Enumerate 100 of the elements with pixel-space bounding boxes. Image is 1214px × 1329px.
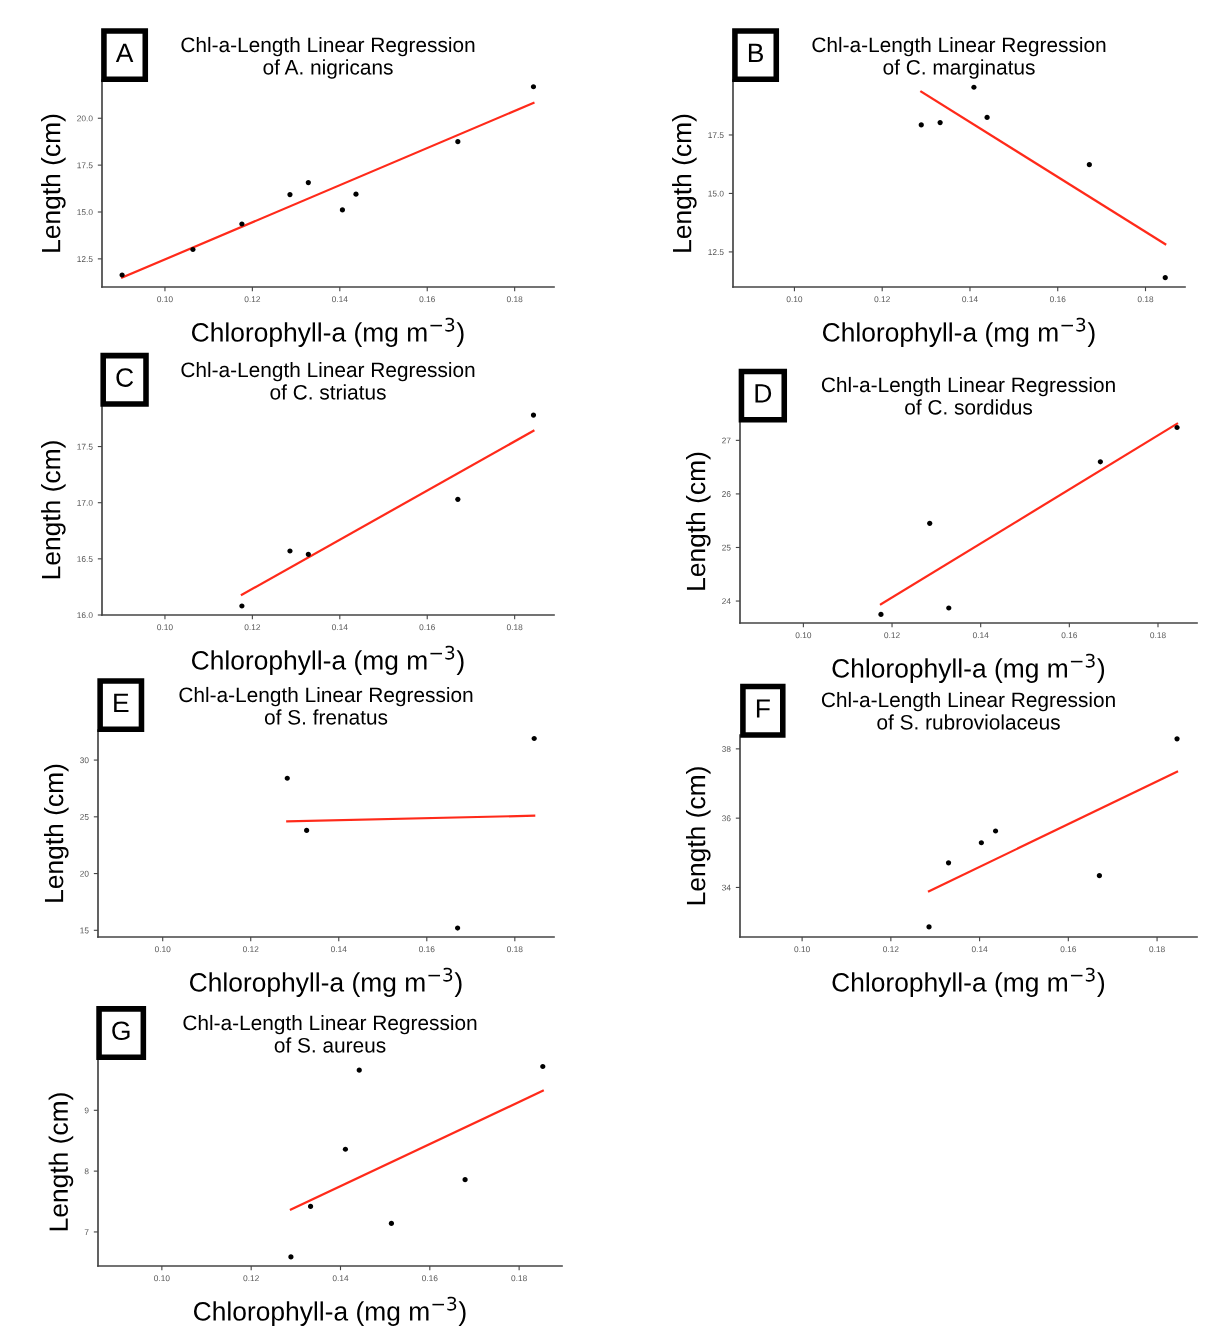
x-tick-label: 0.18 [507, 946, 523, 953]
x-tick-label: 0.14 [332, 296, 348, 303]
point [304, 827, 310, 834]
x-tick-label: 0.14 [332, 1275, 349, 1282]
x-axis-title: Chlorophyll-a (mg m$^{−3}$) [189, 967, 462, 997]
point [342, 1146, 349, 1152]
x-tick-label: 0.10 [154, 1275, 170, 1282]
point [455, 925, 461, 931]
y-tick-label: 25 [722, 544, 731, 551]
y-tick-label: 25 [80, 814, 89, 820]
y-tick-label: 27 [722, 437, 731, 444]
x-axis-title: Chlorophyll-a (mg m$^{−3}$) [822, 317, 1095, 347]
point [119, 272, 125, 278]
x-tick-label: 0.16 [1049, 296, 1066, 303]
x-tick-label: 0.18 [1150, 632, 1166, 639]
y-axis-title: Length (cm) [41, 441, 66, 579]
chart-title: Chl-a-Length Linear Regression of A. nigricans [181, 36, 475, 79]
x-tick-label: 0.10 [795, 632, 812, 639]
x-tick-label: 0.12 [243, 1275, 259, 1282]
point [878, 611, 884, 618]
y-axis-title: Length (cm) [685, 767, 711, 905]
point [918, 122, 924, 128]
y-tick-label: 17.5 [77, 443, 93, 450]
x-tick-label: 0.18 [506, 296, 523, 303]
chart-title: Chl-a-Length Linear Regression of S. aureus [183, 1014, 477, 1053]
point [305, 551, 311, 557]
x-tick-label: 0.16 [422, 1275, 438, 1282]
text: A [115, 43, 134, 62]
point [388, 1220, 394, 1227]
point [462, 1177, 468, 1183]
y-tick-label: 20 [80, 870, 89, 877]
chart-title: Chl-a-Length Linear Regression of C. sordidus [821, 376, 1115, 415]
y-tick-label: 15.0 [708, 190, 724, 197]
point [1097, 459, 1103, 465]
x-tick-label: 0.12 [874, 296, 890, 303]
x-tick-label: 0.18 [1137, 296, 1154, 303]
y-tick-label: 16.0 [77, 612, 93, 619]
x-axis-title: Chlorophyll-a (mg m$^{−3}$) [193, 1296, 466, 1326]
text: D [755, 384, 772, 403]
point [455, 139, 461, 145]
text: C [116, 368, 134, 387]
point [540, 1063, 546, 1070]
x-tick-label: 0.16 [419, 946, 435, 953]
y-axis-title: Length (cm) [48, 1093, 74, 1231]
x-axis-title: Chlorophyll-a (mg m$^{−3}$) [832, 967, 1105, 997]
x-tick-label: 0.14 [332, 624, 348, 631]
x-axis-title: Chlorophyll-a (mg m$^{−3}$) [191, 317, 464, 347]
x-tick-label: 0.12 [244, 296, 261, 303]
x-tick-label: 0.18 [506, 624, 523, 631]
x-tick-label: 0.16 [419, 624, 435, 631]
point [305, 179, 311, 186]
text: F [756, 699, 770, 718]
x-tick-label: 0.14 [330, 946, 347, 953]
y-tick-label: 38 [722, 746, 731, 752]
point [1162, 275, 1168, 281]
y-tick-label: 7 [84, 1229, 89, 1235]
x-tick-label: 0.18 [1149, 946, 1165, 953]
y-tick-label: 17.5 [708, 132, 724, 139]
y-tick-label: 15.0 [77, 209, 93, 216]
point [530, 84, 537, 90]
y-tick-label: 12.5 [77, 256, 93, 262]
y-tick-label: 16.5 [77, 556, 93, 562]
text: E [114, 693, 129, 712]
x-tick-label: 0.10 [794, 946, 810, 953]
point [946, 605, 952, 611]
y-tick-label: 24 [722, 598, 731, 605]
point [239, 603, 245, 609]
x-tick-label: 0.10 [157, 296, 173, 303]
point [531, 735, 537, 742]
x-tick-label: 0.16 [419, 296, 435, 303]
x-tick-label: 0.10 [154, 946, 171, 953]
x-tick-label: 0.18 [511, 1275, 527, 1282]
y-tick-label: 30 [80, 757, 89, 764]
point [926, 924, 932, 930]
point [1096, 873, 1102, 879]
point [356, 1067, 362, 1073]
y-tick-label: 34 [722, 884, 731, 891]
chart-title: Chl-a-Length Linear Regression of C. marginatus [812, 36, 1106, 79]
point [353, 191, 359, 197]
point [307, 1203, 314, 1209]
x-axis-title: Chlorophyll-a (mg m$^{−3}$) [191, 645, 464, 675]
point [288, 1254, 294, 1260]
chart-title: Chl-a-Length Linear Regression of S. rubroviolaceus [821, 691, 1115, 730]
x-tick-label: 0.16 [1061, 632, 1078, 639]
chart-title: Chl-a-Length Linear Regression of C. striatus [181, 361, 475, 400]
point [978, 840, 984, 846]
point [287, 548, 293, 554]
point [239, 221, 245, 227]
x-tick-label: 0.12 [244, 624, 261, 631]
x-tick-label: 0.12 [883, 946, 899, 953]
y-tick-label: 26 [722, 491, 731, 498]
y-tick-label: 17.5 [77, 162, 93, 169]
y-tick-label: 20.0 [77, 115, 93, 122]
x-tick-label: 0.14 [962, 296, 978, 303]
x-axis-title: Chlorophyll-a (mg m$^{−3}$) [832, 653, 1105, 683]
y-axis-title: Length (cm) [41, 114, 66, 252]
point [190, 246, 196, 253]
point [1174, 736, 1180, 742]
y-axis-title: Length (cm) [43, 764, 69, 902]
x-tick-label: 0.10 [157, 624, 173, 631]
